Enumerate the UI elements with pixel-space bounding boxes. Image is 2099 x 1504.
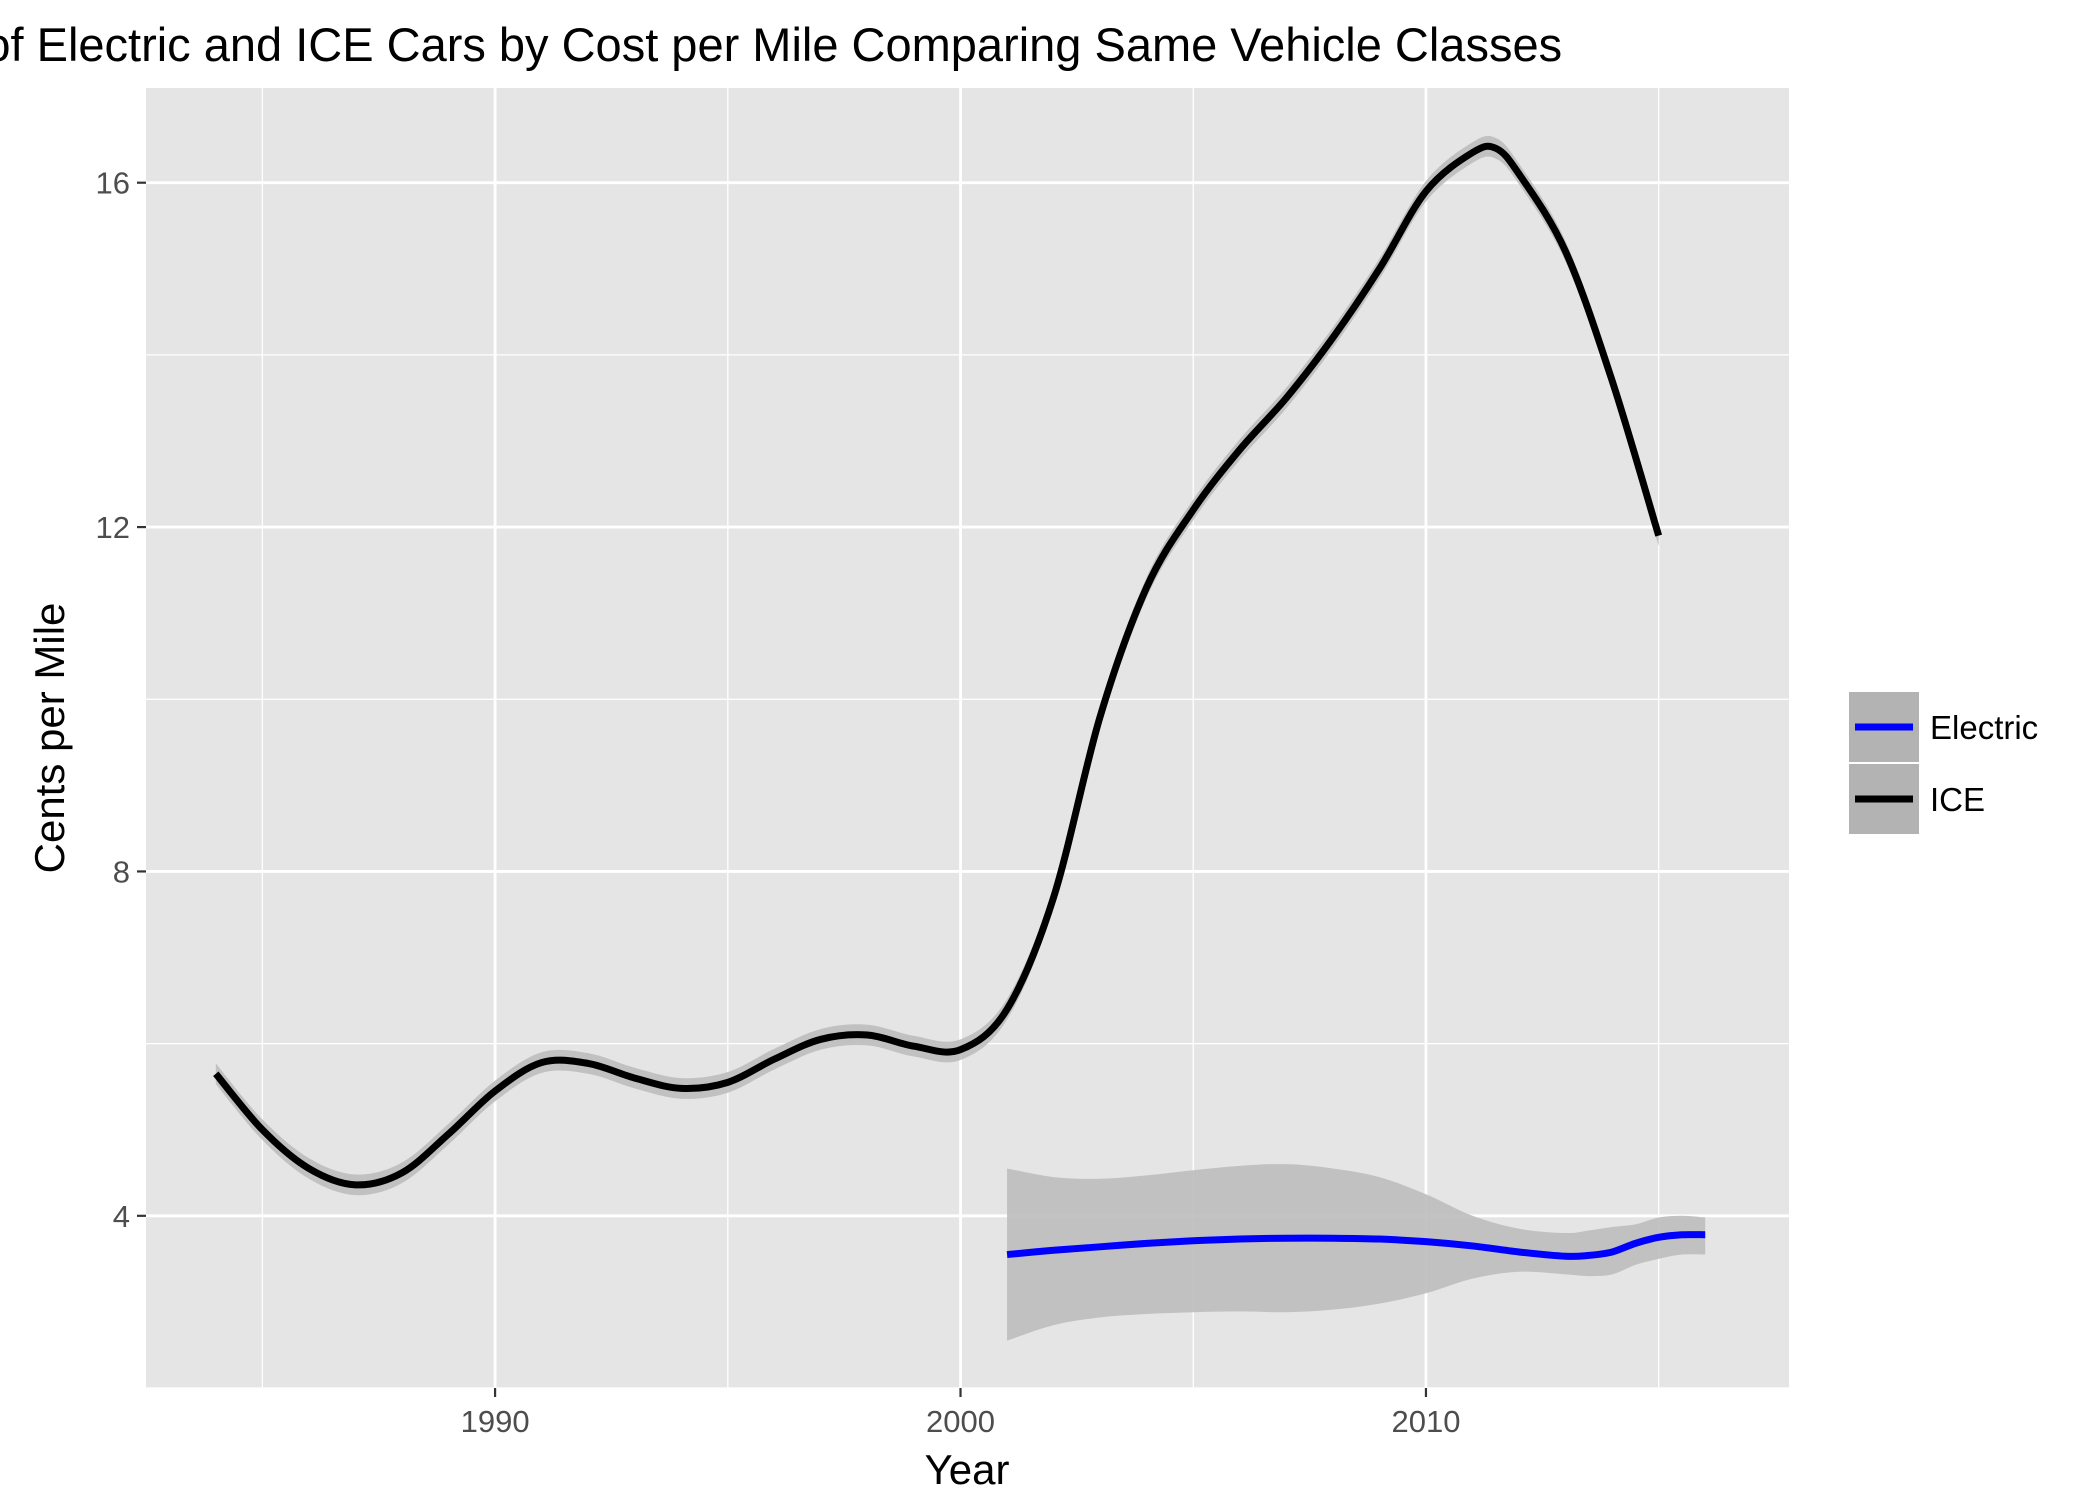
major-gridlines (146, 88, 1789, 1388)
plot-panel (146, 88, 1789, 1388)
y-tick-label: 8 (113, 854, 130, 889)
confidence-band-electric (1007, 1164, 1706, 1341)
series-line-ice (213, 142, 1663, 1189)
x-tick-label: 2000 (926, 1404, 995, 1439)
x-tick-label: 1990 (461, 1404, 530, 1439)
y-tick-label: 4 (113, 1199, 130, 1234)
series-line-electric (1006, 1231, 1706, 1260)
legend-label-ice: ICE (1930, 781, 1985, 818)
y-tick-label: 16 (96, 166, 130, 201)
legend-label-electric: Electric (1930, 709, 2038, 746)
y-axis-title: Cents per Mile (26, 603, 73, 874)
y-tick-label: 12 (96, 510, 130, 545)
series-lines (213, 142, 1706, 1260)
x-axis-ticks: 1990 2000 2010 (461, 1388, 1460, 1439)
chart-title: Comparison of Electric and ICE Cars by C… (0, 18, 1562, 71)
legend: Electric ICE (1847, 690, 2038, 836)
x-axis-title: Year (925, 1446, 1010, 1493)
y-axis-ticks: 4 8 12 16 (96, 166, 146, 1234)
x-tick-label: 2010 (1391, 1404, 1460, 1439)
confidence-bands (215, 135, 1706, 1341)
